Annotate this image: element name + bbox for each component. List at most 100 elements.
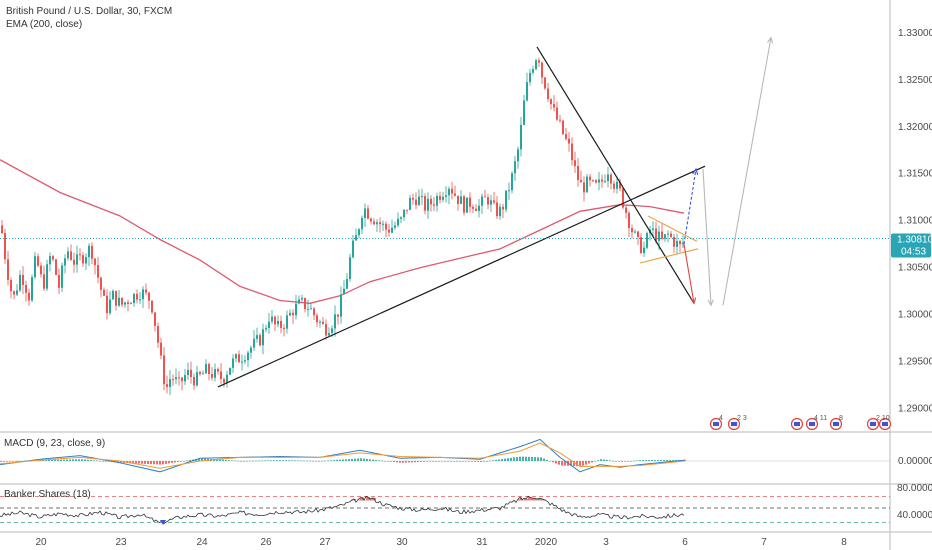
candle-body[interactable] [367, 208, 369, 219]
candles-group[interactable] [1, 57, 684, 396]
candle-body[interactable] [169, 379, 171, 387]
candle-body[interactable] [532, 69, 534, 73]
candle-body[interactable] [592, 180, 594, 182]
candle-body[interactable] [424, 196, 426, 211]
candle-body[interactable] [136, 293, 138, 300]
candle-body[interactable] [553, 104, 555, 108]
candle-body[interactable] [334, 314, 336, 329]
candle-body[interactable] [178, 377, 180, 379]
candle-body[interactable] [352, 240, 354, 258]
candle-body[interactable] [391, 227, 393, 233]
candle-body[interactable] [310, 308, 312, 310]
macd-legend-label[interactable]: MACD (9, 23, close, 9) [4, 438, 105, 449]
candle-body[interactable] [28, 292, 30, 301]
candle-body[interactable] [85, 257, 87, 264]
candle-body[interactable] [262, 329, 264, 346]
candle-body[interactable] [211, 374, 213, 378]
candle-body[interactable] [640, 237, 642, 254]
candle-body[interactable] [571, 143, 573, 161]
candle-body[interactable] [112, 290, 114, 300]
wedge-line[interactable] [647, 215, 698, 242]
candle-body[interactable] [316, 315, 318, 323]
candle-body[interactable] [466, 197, 468, 213]
candle-body[interactable] [67, 251, 69, 259]
candle-body[interactable] [376, 222, 378, 225]
macd-group[interactable] [0, 438, 890, 473]
candle-body[interactable] [415, 199, 417, 206]
candle-body[interactable] [382, 223, 384, 225]
candle-body[interactable] [604, 181, 606, 183]
candle-body[interactable] [628, 212, 630, 229]
candle-body[interactable] [37, 256, 39, 266]
candle-body[interactable] [400, 217, 402, 219]
candle-body[interactable] [226, 374, 228, 383]
trendline[interactable] [536, 46, 695, 304]
candle-body[interactable] [250, 347, 252, 353]
candle-body[interactable] [463, 196, 465, 213]
candle-body[interactable] [442, 196, 444, 200]
macd-line[interactable] [0, 438, 686, 473]
candle-body[interactable] [64, 258, 66, 266]
candle-body[interactable] [661, 231, 663, 239]
candle-body[interactable] [664, 234, 666, 239]
candle-body[interactable] [355, 235, 357, 241]
projection-arrow-line[interactable] [683, 244, 695, 304]
candle-body[interactable] [430, 198, 432, 205]
candle-body[interactable] [643, 247, 645, 254]
candle-body[interactable] [379, 222, 381, 225]
candle-body[interactable] [409, 197, 411, 210]
candle-body[interactable] [586, 176, 588, 193]
candle-body[interactable] [292, 312, 294, 316]
price-axis-background[interactable] [890, 0, 932, 550]
candle-body[interactable] [502, 206, 504, 210]
candle-body[interactable] [286, 315, 288, 329]
candle-body[interactable] [256, 335, 258, 339]
candle-body[interactable] [364, 208, 366, 218]
candle-body[interactable] [277, 320, 279, 325]
candle-body[interactable] [418, 196, 420, 206]
candle-body[interactable] [658, 231, 660, 241]
candle-body[interactable] [421, 196, 423, 198]
candle-body[interactable] [328, 333, 330, 336]
candle-body[interactable] [565, 134, 567, 139]
candle-body[interactable] [199, 372, 201, 374]
candle-body[interactable] [556, 107, 558, 120]
candle-body[interactable] [220, 371, 222, 379]
candle-body[interactable] [676, 241, 678, 247]
projection-arrow-line[interactable] [683, 168, 697, 245]
candle-body[interactable] [598, 179, 600, 183]
candle-body[interactable] [322, 321, 324, 324]
candle-body[interactable] [115, 290, 117, 306]
candle-body[interactable] [247, 352, 249, 361]
candle-body[interactable] [631, 228, 633, 233]
candle-body[interactable] [646, 233, 648, 248]
candle-body[interactable] [679, 241, 681, 245]
candle-body[interactable] [181, 377, 183, 382]
candle-body[interactable] [4, 233, 6, 260]
candle-body[interactable] [268, 321, 270, 328]
candle-body[interactable] [343, 288, 345, 295]
candle-body[interactable] [433, 204, 435, 206]
candle-body[interactable] [496, 202, 498, 217]
candle-body[interactable] [229, 367, 231, 375]
candle-body[interactable] [619, 181, 621, 189]
candle-body[interactable] [478, 205, 480, 211]
candle-body[interactable] [235, 354, 237, 359]
candle-body[interactable] [196, 372, 198, 386]
candle-body[interactable] [481, 196, 483, 206]
candle-body[interactable] [520, 124, 522, 150]
candle-body[interactable] [283, 327, 285, 329]
candle-body[interactable] [397, 218, 399, 226]
candle-body[interactable] [208, 364, 210, 375]
candle-body[interactable] [58, 274, 60, 288]
candle-body[interactable] [259, 335, 261, 346]
candle-body[interactable] [523, 100, 525, 125]
candle-body[interactable] [538, 60, 540, 63]
candle-body[interactable] [535, 60, 537, 70]
candle-body[interactable] [547, 88, 549, 100]
candle-body[interactable] [148, 292, 150, 301]
candle-body[interactable] [370, 218, 372, 222]
projection-arrow-line[interactable] [702, 169, 712, 306]
candle-body[interactable] [79, 254, 81, 256]
